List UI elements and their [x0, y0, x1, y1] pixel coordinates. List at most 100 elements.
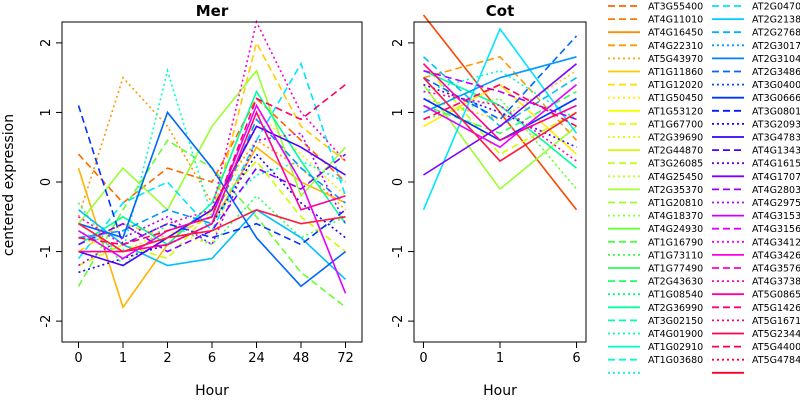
legend-entry-label: AT1G11860 — [648, 67, 703, 78]
legend-entry-label: AT5G43970 — [648, 54, 703, 65]
series-line-1-15 — [423, 83, 577, 148]
legend-entry-label: AT3G55400 — [648, 2, 703, 13]
legend-entry-label: AT1G67700 — [648, 119, 703, 130]
x-axis-label: Hour — [483, 383, 517, 399]
legend-entry-label: AT1G20810 — [648, 198, 703, 209]
series-line-1-9 — [423, 69, 577, 121]
series-line-0-6 — [77, 69, 347, 225]
legend-entry-label: AT4G3156 — [752, 224, 800, 235]
panel-title: Cot — [486, 2, 514, 20]
legend-entry-label: AT4G3153 — [752, 211, 800, 222]
legend-entry-label: AT5G4784 — [752, 355, 800, 366]
legend-entry-label: AT4G25450 — [648, 172, 703, 183]
legend-entry-label: AT5G4400 — [752, 342, 800, 353]
y-tick-label: -1 — [39, 245, 54, 258]
legend-entry-label: AT1G53120 — [648, 106, 703, 117]
legend-entry-label: AT1G50450 — [648, 93, 703, 104]
series-line-0-17 — [78, 125, 346, 267]
legend-entry-label: AT4G18370 — [648, 211, 703, 222]
series-line-0-0 — [77, 97, 347, 204]
series-line-0-19 — [78, 132, 347, 267]
panel-1: Cot 0 1 6 Hour -2 -1 0 1 2 — [391, 2, 587, 399]
x-axis-label: Hour — [195, 383, 229, 399]
legend-entry-label: AT3G0400 — [752, 80, 800, 91]
plot-frame — [413, 21, 587, 343]
legend-entry-label: AT4G22310 — [648, 41, 703, 52]
legend-entry-label: AT2G3104 — [752, 54, 800, 65]
y-axis-label: centered expression — [1, 114, 17, 256]
legend-entry-label: AT1G77490 — [648, 264, 703, 275]
legend-entry-label: AT4G24930 — [648, 224, 703, 235]
x-tick-label: 2 — [163, 351, 171, 366]
series-line-0-18 — [78, 153, 346, 253]
legend-entry-label: AT3G4783 — [752, 133, 800, 144]
series-line-0-24 — [78, 208, 346, 253]
legend-entry-label: AT2G3017 — [752, 41, 800, 52]
legend-entry-label: AT2G3486 — [752, 67, 800, 78]
legend-entry-label: AT1G03680 — [648, 355, 703, 366]
x-tick-label: 1 — [496, 351, 504, 366]
x-tick-label: 6 — [208, 351, 216, 366]
y-tick-label: 2 — [39, 39, 54, 47]
series-line-1-22 — [422, 77, 577, 163]
series-line-1-10 — [422, 27, 578, 211]
legend-entry-label: AT2G36990 — [648, 303, 703, 314]
legend-entry-label: AT3G2093 — [752, 119, 800, 130]
legend-entry-label: AT1G02910 — [648, 342, 703, 353]
x-tick-label: 72 — [337, 351, 354, 366]
legend-entry-label: AT3G0666 — [752, 93, 800, 104]
series-line-1-21 — [423, 83, 577, 128]
y-tick-label: 1 — [391, 108, 406, 116]
y-tick-label: -1 — [391, 245, 406, 258]
legend: AT3G55400 AT4G11010 AT4G16450 AT4G22310 AT5G… — [608, 2, 800, 374]
series-line-1-4 — [422, 63, 577, 156]
legend-entry-label: AT3G0801 — [752, 106, 800, 117]
y-tick-label: -2 — [391, 315, 406, 328]
legend-entry-label: AT4G3426 — [752, 250, 800, 261]
legend-entry-label: AT4G1615 — [752, 159, 800, 170]
legend-entry-label: AT4G2803 — [752, 185, 800, 196]
series-line-1-17 — [423, 69, 577, 121]
legend-entry-label: AT1G73110 — [648, 250, 703, 261]
series-line-1-3 — [423, 83, 578, 155]
legend-entry-label: AT2G2138 — [752, 15, 800, 26]
legend-entry-label: AT4G01900 — [648, 329, 703, 340]
legend-entry-label: AT4G1707 — [752, 172, 800, 183]
series-line-0-13 — [78, 117, 346, 239]
y-tick-label: 2 — [391, 39, 406, 47]
series-line-1-19 — [423, 90, 577, 162]
legend-entry-label: AT4G3738 — [752, 277, 800, 288]
legend-entry-label: AT5G0865 — [752, 290, 800, 301]
x-tick-label: 24 — [248, 351, 265, 366]
legend-entry-label: AT2G39690 — [648, 133, 703, 144]
series-line-1-18 — [423, 83, 578, 149]
legend-entry-label: AT4G11010 — [648, 15, 703, 26]
series-line-1-8 — [423, 69, 578, 169]
series-line-0-14 — [78, 110, 346, 288]
legend-entry-label: AT3G26085 — [648, 159, 703, 170]
panels-layer: Mer 0 1 2 6 24 48 72 Hour -2 -1 0 1 2 Cot 0 1 6 Hour -2 -1 0 1… — [39, 2, 587, 399]
legend-entry-label: AT2G43630 — [648, 277, 703, 288]
legend-entry-label: AT5G2344 — [752, 329, 800, 340]
series-line-1-20 — [422, 63, 577, 142]
series-line-0-21 — [78, 19, 347, 246]
x-tick-label: 6 — [572, 351, 580, 366]
x-tick-label: 1 — [119, 351, 127, 366]
panel-title: Mer — [196, 2, 229, 20]
series-line-1-7 — [423, 90, 577, 135]
y-tick-label: 0 — [39, 178, 54, 186]
x-tick-label: 0 — [419, 351, 427, 366]
y-tick-label: -2 — [39, 315, 54, 328]
legend-entry-label: AT2G0470 — [752, 2, 800, 13]
series-line-0-20 — [78, 103, 347, 294]
legend-entry-label: AT3G02150 — [648, 316, 703, 327]
legend-entry-label: AT1G12020 — [648, 80, 703, 91]
y-tick-label: 1 — [39, 108, 54, 116]
legend-entry-label: AT2G2768 — [752, 28, 800, 39]
legend-entry-label: AT4G2975 — [752, 198, 800, 209]
x-tick-label: 48 — [293, 351, 310, 366]
series-line-1-16 — [423, 63, 578, 176]
legend-entry-label: AT2G35370 — [648, 185, 703, 196]
series-line-0-11 — [77, 61, 347, 259]
legend-entry-label: AT2G44870 — [648, 146, 703, 157]
